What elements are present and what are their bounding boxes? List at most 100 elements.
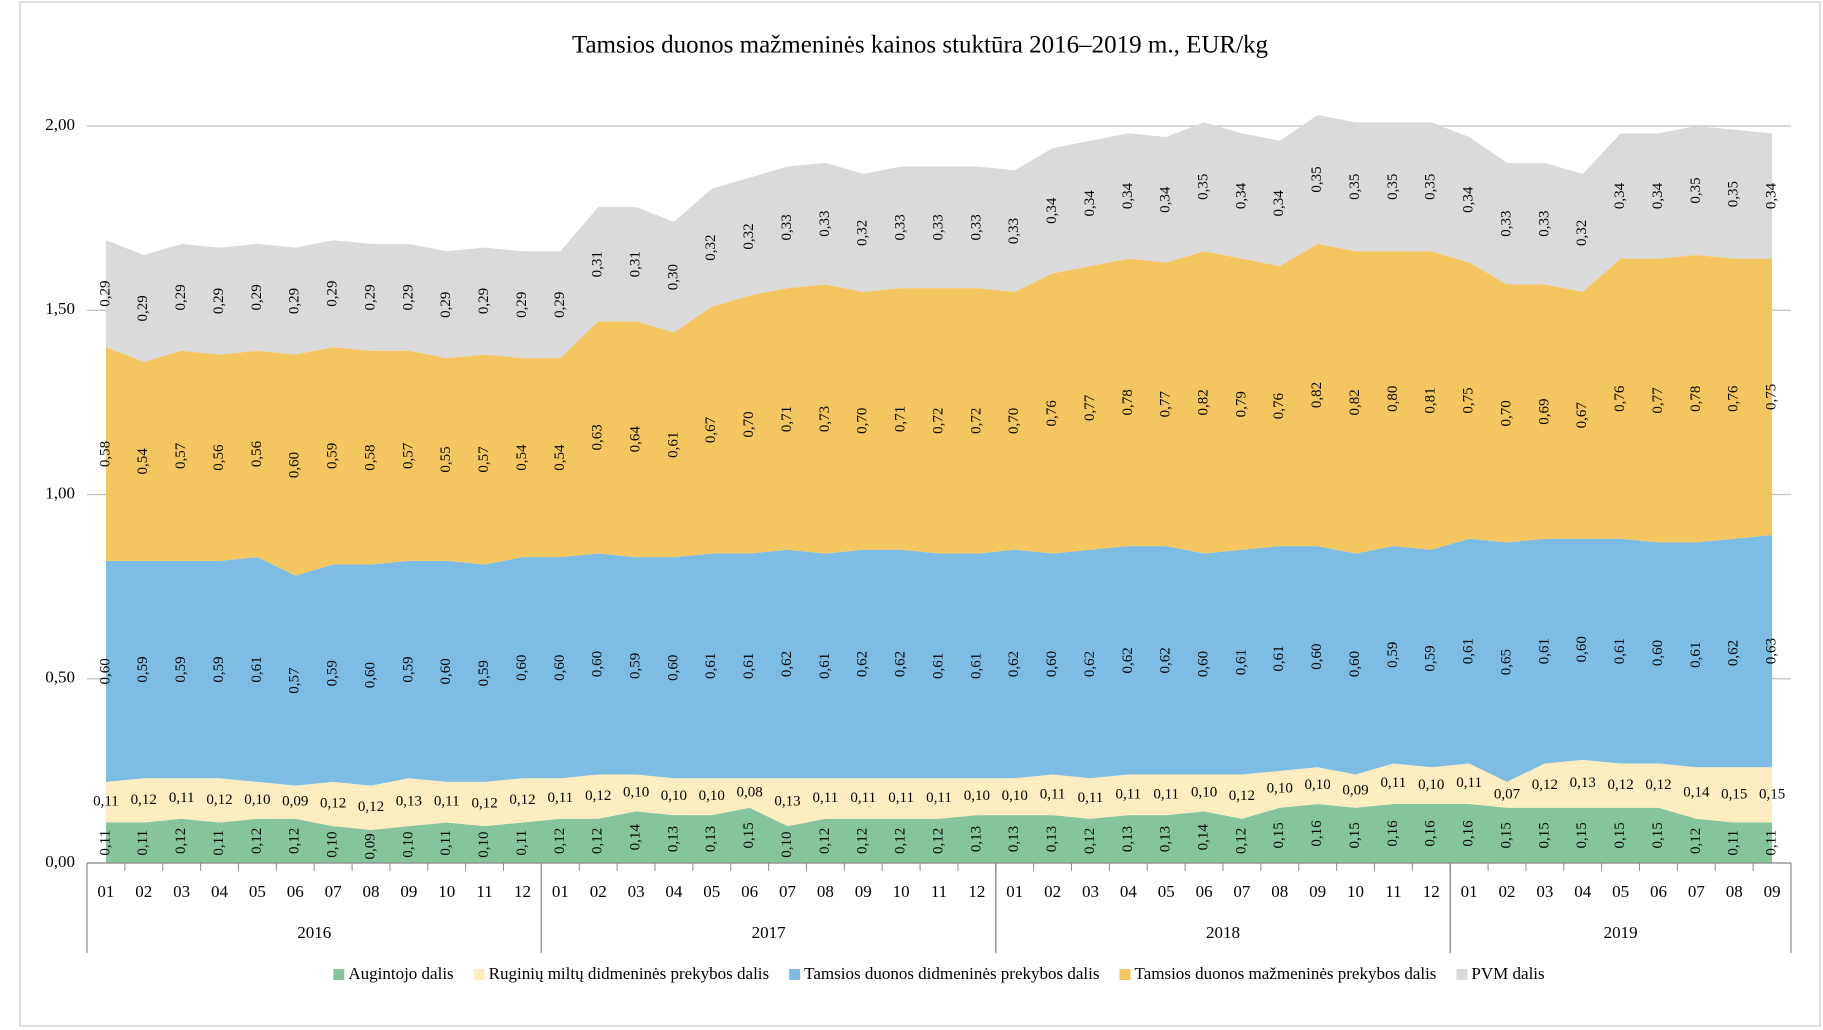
data-label: 0,31 bbox=[628, 251, 644, 277]
data-label: 0,11 bbox=[93, 794, 119, 810]
legend-swatch bbox=[1119, 969, 1131, 980]
x-tick-label: 07 bbox=[1233, 882, 1251, 901]
data-label: 0,08 bbox=[737, 784, 763, 800]
data-label: 0,16 bbox=[1461, 820, 1477, 847]
data-label: 0,62 bbox=[1082, 651, 1098, 677]
data-label: 0,12 bbox=[287, 828, 303, 854]
data-label: 0,29 bbox=[362, 284, 378, 310]
data-label: 0,34 bbox=[1650, 182, 1666, 209]
data-label: 0,35 bbox=[1347, 174, 1363, 200]
data-label: 0,12 bbox=[249, 828, 265, 854]
data-label: 0,62 bbox=[1006, 651, 1022, 677]
x-tick-label: 03 bbox=[628, 882, 645, 901]
data-label: 0,10 bbox=[1305, 777, 1331, 793]
data-label: 0,12 bbox=[1645, 777, 1671, 793]
data-label: 0,11 bbox=[813, 790, 839, 806]
data-label: 0,10 bbox=[1418, 777, 1444, 793]
data-label: 0,29 bbox=[135, 295, 151, 321]
data-label: 0,32 bbox=[855, 220, 871, 246]
data-label: 0,60 bbox=[590, 651, 606, 677]
data-label: 0,69 bbox=[1536, 398, 1552, 424]
x-tick-label: 08 bbox=[1726, 882, 1743, 901]
value-labels: 0,11 0,11 0,12 0,11 0,12 0,12 0,10 0,09 0,10 0,11… bbox=[93, 166, 1785, 859]
x-tick-label: 01 bbox=[1461, 882, 1478, 901]
data-label: 0,59 bbox=[400, 656, 416, 682]
data-label: 0,60 bbox=[97, 658, 113, 684]
x-tick-label: 11 bbox=[476, 882, 492, 901]
data-label: 0,09 bbox=[362, 833, 378, 859]
data-label: 0,63 bbox=[590, 424, 606, 450]
x-tick-label: 09 bbox=[1309, 882, 1326, 901]
data-label: 0,15 bbox=[1574, 822, 1590, 848]
data-label: 0,12 bbox=[358, 799, 384, 815]
data-label: 0,77 bbox=[1650, 387, 1666, 414]
data-label: 0,29 bbox=[514, 292, 530, 318]
data-label: 0,75 bbox=[1461, 387, 1477, 413]
x-tick-label: 10 bbox=[893, 882, 910, 901]
data-label: 0,62 bbox=[1726, 640, 1742, 666]
x-tick-label: 04 bbox=[665, 882, 683, 901]
data-label: 0,54 bbox=[135, 448, 151, 475]
data-label: 0,13 bbox=[1570, 775, 1596, 791]
y-tick-label: 2,00 bbox=[45, 115, 75, 134]
x-tick-label: 12 bbox=[1423, 882, 1440, 901]
data-label: 0,15 bbox=[1650, 822, 1666, 848]
x-tick-label: 03 bbox=[1536, 882, 1553, 901]
data-label: 0,75 bbox=[1764, 384, 1780, 410]
data-label: 0,80 bbox=[1385, 386, 1401, 412]
data-label: 0,34 bbox=[1082, 190, 1098, 217]
data-label: 0,60 bbox=[362, 662, 378, 688]
data-label: 0,11 bbox=[1764, 830, 1780, 856]
data-label: 0,57 bbox=[173, 442, 189, 469]
data-label: 0,12 bbox=[1532, 777, 1558, 793]
data-label: 0,35 bbox=[1423, 174, 1439, 200]
x-tick-label: 11 bbox=[1385, 882, 1401, 901]
data-label: 0,16 bbox=[1309, 820, 1325, 847]
data-label: 0,82 bbox=[1196, 389, 1212, 415]
data-label: 0,11 bbox=[514, 830, 530, 856]
data-label: 0,62 bbox=[779, 651, 795, 677]
data-label: 0,35 bbox=[1309, 166, 1325, 192]
y-tick-label: 0,00 bbox=[45, 852, 75, 871]
data-label: 0,29 bbox=[400, 284, 416, 310]
data-label: 0,60 bbox=[1574, 636, 1590, 662]
data-label: 0,12 bbox=[173, 828, 189, 854]
x-tick-label: 07 bbox=[779, 882, 797, 901]
data-label: 0,60 bbox=[514, 655, 530, 681]
data-label: 0,61 bbox=[817, 653, 833, 679]
legend-label: Tamsios duonos mažmeninės prekybos dalis bbox=[1134, 964, 1436, 983]
chart-title: Tamsios duonos mažmeninės kainos stuktūr… bbox=[572, 32, 1269, 59]
data-label: 0,10 bbox=[779, 831, 795, 857]
legend-label: Tamsios duonos didmeninės prekybos dalis bbox=[804, 964, 1099, 983]
data-label: 0,59 bbox=[211, 656, 227, 682]
data-label: 0,76 bbox=[1612, 385, 1628, 412]
data-label: 0,12 bbox=[1688, 828, 1704, 854]
data-label: 0,81 bbox=[1423, 387, 1439, 413]
data-label: 0,62 bbox=[855, 651, 871, 677]
data-label: 0,59 bbox=[173, 656, 189, 682]
data-label: 0,14 bbox=[1683, 784, 1710, 800]
x-tick-label: 02 bbox=[135, 882, 152, 901]
data-label: 0,34 bbox=[1233, 182, 1249, 209]
x-tick-label: 09 bbox=[400, 882, 417, 901]
data-label: 0,33 bbox=[1536, 211, 1552, 237]
data-label: 0,13 bbox=[1120, 826, 1136, 852]
data-label: 0,11 bbox=[1456, 775, 1482, 791]
data-label: 0,70 bbox=[1006, 408, 1022, 434]
data-label: 0,15 bbox=[1498, 822, 1514, 848]
data-label: 0,59 bbox=[1385, 642, 1401, 668]
data-label: 0,60 bbox=[552, 655, 568, 681]
data-label: 0,14 bbox=[628, 824, 644, 851]
data-label: 0,15 bbox=[1347, 822, 1363, 848]
data-label: 0,70 bbox=[741, 411, 757, 437]
data-label: 0,12 bbox=[893, 828, 909, 854]
data-label: 0,12 bbox=[471, 795, 497, 811]
data-label: 0,76 bbox=[1726, 385, 1742, 412]
x-tick-label: 07 bbox=[325, 882, 343, 901]
data-label: 0,10 bbox=[400, 831, 416, 857]
data-label: 0,10 bbox=[1191, 784, 1217, 800]
legend-label: Augintojo dalis bbox=[348, 964, 453, 983]
legend-swatch bbox=[473, 969, 485, 980]
data-label: 0,11 bbox=[1726, 830, 1742, 856]
data-label: 0,60 bbox=[665, 655, 681, 681]
